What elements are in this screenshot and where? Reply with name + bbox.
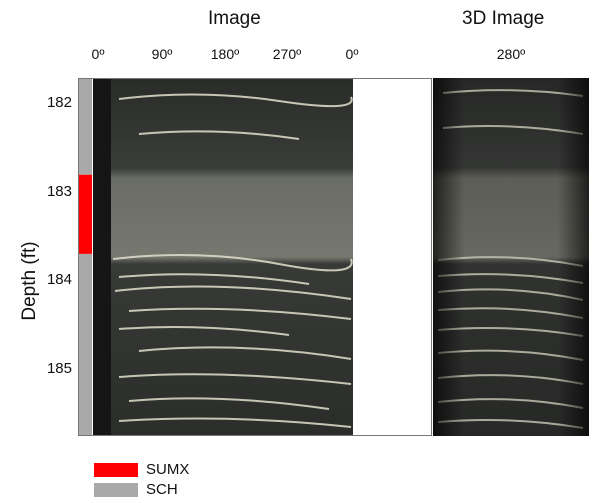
angle-label-3d: 280º (496, 46, 526, 62)
image-3d (433, 78, 589, 436)
image-title: Image (208, 8, 261, 29)
borehole-image (78, 78, 432, 436)
angle-label-180: 180º (210, 46, 240, 62)
track-segment-sch-0 (78, 78, 92, 175)
depth-tick-183: 183 (46, 183, 72, 200)
depth-tick-185: 185 (46, 360, 72, 377)
angle-label-360: 0º (345, 46, 359, 62)
legend-swatch-sumx (94, 463, 138, 477)
track-segment-sumx-1 (78, 174, 92, 254)
legend-swatch-sch (94, 483, 138, 497)
legend-label-sumx: SUMX (146, 461, 190, 478)
borehole-image-graphic (93, 79, 431, 435)
legend-label-sch: SCH (146, 481, 178, 498)
tool-track (78, 78, 92, 436)
angle-label-90: 90º (151, 46, 173, 62)
depth-tick-184: 184 (46, 271, 72, 288)
angle-label-0: 0º (91, 46, 105, 62)
track-segment-sch-2 (78, 253, 92, 436)
angle-label-270: 270º (272, 46, 302, 62)
image3d-title: 3D Image (462, 8, 545, 29)
depth-tick-182: 182 (46, 94, 72, 111)
image-3d-graphic (433, 78, 589, 436)
